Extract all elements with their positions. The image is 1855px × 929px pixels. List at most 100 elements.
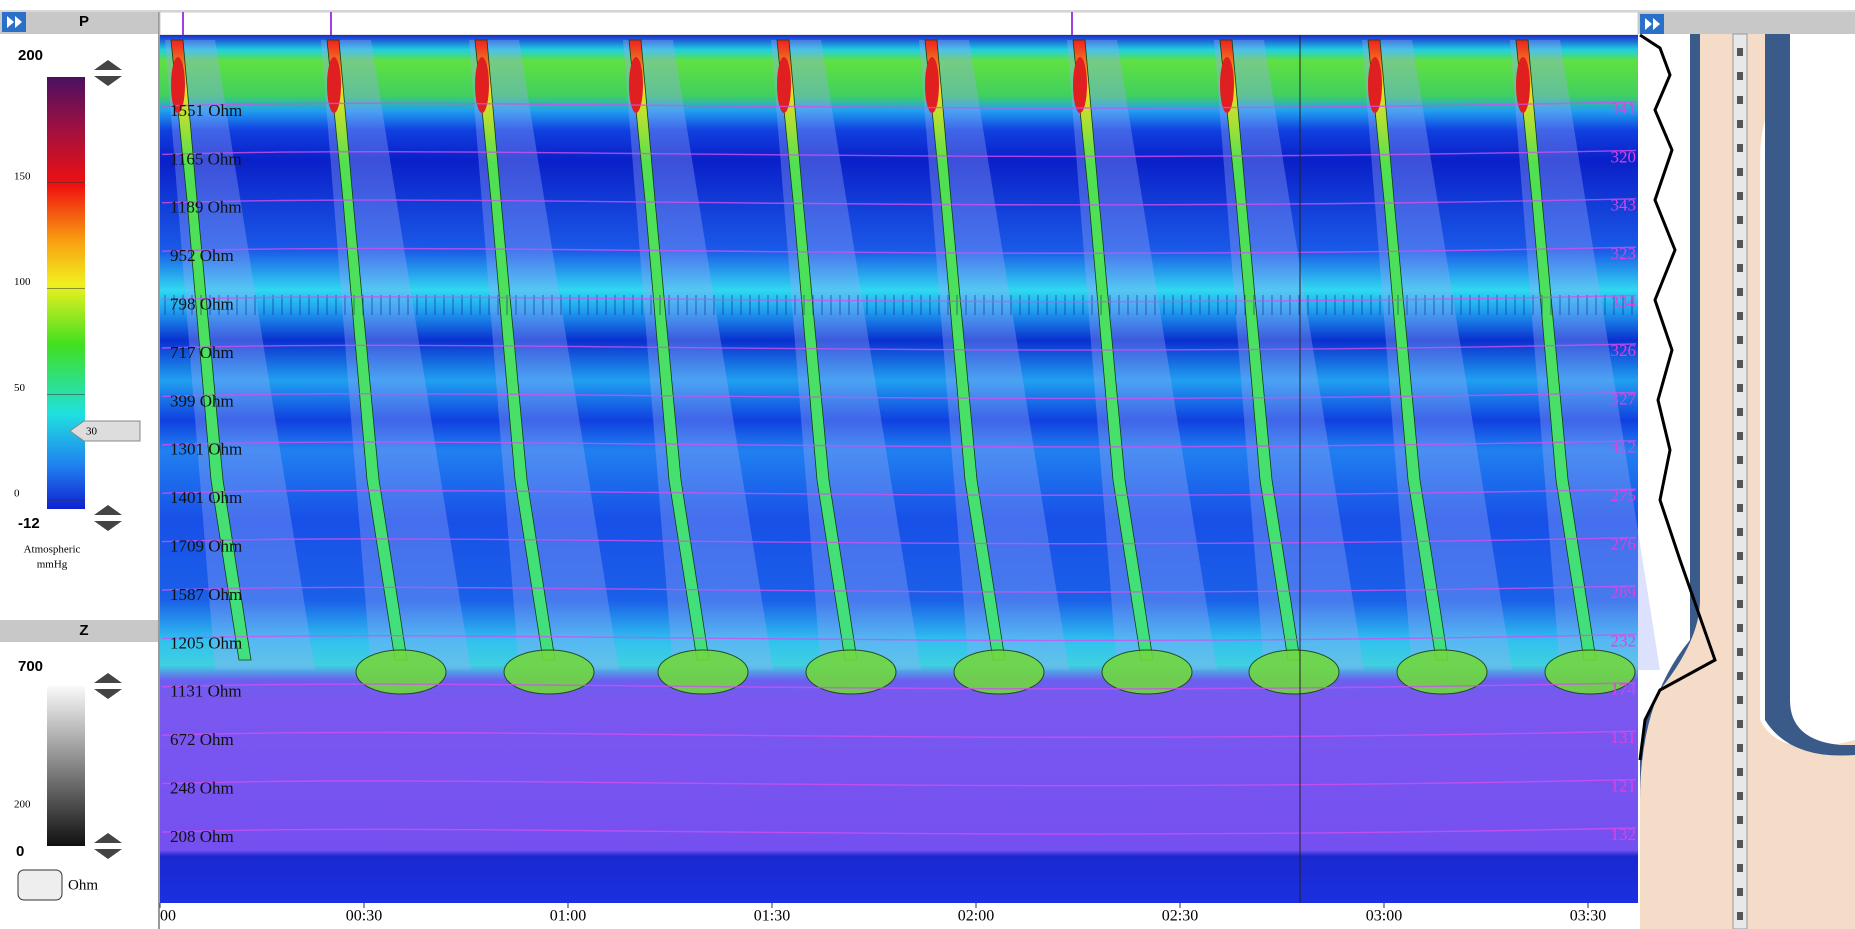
channel-value: 289 [1611,583,1637,602]
channel-value: 412 [1611,438,1637,457]
pressure-marker: 30 [86,426,98,438]
z-max: 700 [18,658,43,675]
peak [475,57,489,113]
ohm-toggle[interactable] [18,870,62,900]
time-label: 00 [160,908,176,925]
bead [1737,528,1743,536]
channel-value: 334 [1611,293,1637,312]
bead [1737,72,1743,80]
pressure-max: 200 [18,47,43,64]
bead [1737,408,1743,416]
marker-slider[interactable] [70,421,140,441]
channel-value: 341 [1611,99,1637,118]
channel-impedance: 672 Ohm [170,730,234,749]
channel-impedance: 208 Ohm [170,827,234,846]
bead [1737,480,1743,488]
channel-impedance: 1165 Ohm [170,149,242,168]
channel-value: 131 [1611,728,1637,747]
bead [1737,600,1743,608]
z-title: Z [79,622,88,639]
bead [1737,288,1743,296]
bead [1737,792,1743,800]
bead [1737,384,1743,392]
pressure-tick: 100 [14,276,31,288]
bead [1737,312,1743,320]
bead [1737,216,1743,224]
time-label: 01:30 [754,908,790,925]
bead [1737,48,1743,56]
pressure-tick: 50 [14,382,26,394]
bead [1737,840,1743,848]
pressure-min: -12 [18,515,40,532]
bead [1737,120,1743,128]
channel-value: 326 [1611,341,1637,360]
channel-impedance: 952 Ohm [170,246,234,265]
channel-impedance: 1301 Ohm [170,440,242,459]
peak [1368,57,1382,113]
ues-blob [504,650,594,694]
bead [1737,96,1743,104]
bead [1737,744,1743,752]
bead [1737,360,1743,368]
channel-value: 232 [1611,631,1637,650]
ohm-label: Ohm [68,877,98,893]
ues-blob [1102,650,1192,694]
bead [1737,768,1743,776]
unit-line: mmHg [37,559,68,571]
channel-impedance: 1587 Ohm [170,585,242,604]
time-label: 02:30 [1162,908,1198,925]
channel-impedance: 1709 Ohm [170,537,242,556]
bead [1737,624,1743,632]
ues-blob [954,650,1044,694]
z-tick: 200 [14,799,31,811]
channel-impedance: 1189 Ohm [170,198,242,217]
peak [777,57,791,113]
pressure-tick: 0 [14,488,20,500]
time-label: 00:30 [346,908,382,925]
channel-value: 327 [1611,389,1637,408]
channel-impedance: 717 Ohm [170,343,234,362]
channel-value: 343 [1611,196,1637,215]
bead [1737,912,1743,920]
bead [1737,816,1743,824]
hrm-viewer: P Z 200 30 Atmospheric mmHg 700 200 0 Oh… [0,0,1855,929]
bead [1737,888,1743,896]
pressure-tick: 150 [14,170,31,182]
unit-line: Atmospheric [24,544,81,556]
bead [1737,648,1743,656]
ues-blob [356,650,446,694]
time-label: 03:30 [1570,908,1606,925]
peak [327,57,341,113]
bead [1737,576,1743,584]
pressure-topography [160,35,1660,903]
channel-value: 323 [1611,244,1637,263]
z-min: 0 [16,843,24,860]
bead [1737,672,1743,680]
channel-value: 275 [1611,486,1637,505]
divider [158,12,160,929]
bead [1737,552,1743,560]
channel-impedance: 1551 Ohm [170,101,242,120]
pressure-colorbar [47,77,85,509]
peak [1220,57,1234,113]
channel-value: 121 [1611,777,1637,796]
channel-impedance: 798 Ohm [170,295,234,314]
channel-impedance: 248 Ohm [170,779,234,798]
bead [1737,432,1743,440]
bead [1737,456,1743,464]
p-title: P [79,13,89,30]
bead [1737,864,1743,872]
channel-value: 132 [1611,825,1637,844]
channel-impedance: 1205 Ohm [170,633,242,652]
bead [1737,720,1743,728]
bead [1737,192,1743,200]
impedance-bar [47,686,85,846]
bead [1737,336,1743,344]
channel-value: 174 [1611,680,1637,699]
bead [1737,240,1743,248]
channel-impedance: 1131 Ohm [170,682,242,701]
peak [1073,57,1087,113]
bead [1737,504,1743,512]
anatomy-header [1638,12,1855,34]
channel-impedance: 399 Ohm [170,391,234,410]
